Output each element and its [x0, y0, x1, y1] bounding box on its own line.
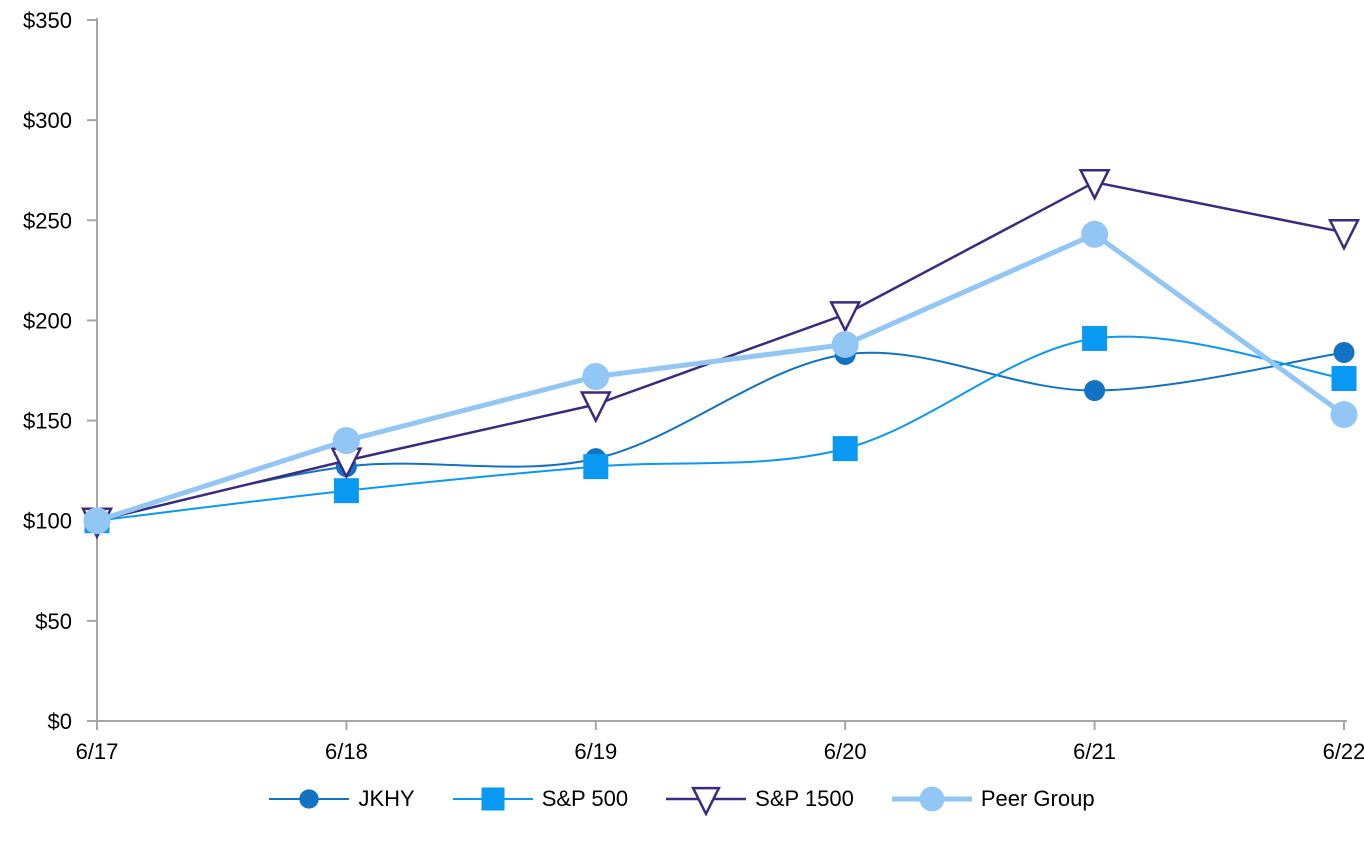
y-tick-label: $250 [23, 208, 72, 233]
series-jkhy [86, 341, 1355, 532]
chart-canvas: $0 $50 $100 $150 $200 $250 $300 $350 6/17 6/18 6/1… [23, 8, 1364, 764]
y-tick-label: $0 [48, 709, 72, 734]
circle-icon [919, 786, 945, 812]
x-tick-label: 6/21 [1073, 739, 1116, 764]
triangle-down-open-legend-icon [666, 786, 747, 816]
square-legend-icon [452, 787, 533, 811]
series-line-s-p-500 [96, 335, 1345, 522]
legend-label-s-p-500: S&P 500 [541, 786, 629, 811]
x-tick-label: 6/19 [574, 739, 617, 764]
series-s-p-1500 [80, 168, 1361, 540]
x-tick-label: 6/20 [824, 739, 867, 764]
series-line-s-p-1500 [95, 180, 1346, 522]
legend-item-s-p-1500: S&P 1500 [666, 782, 854, 816]
circle-legend-icon [891, 786, 972, 812]
chart-legend: JKHY S&P 500 S&P 1500 Peer Group [0, 782, 1364, 816]
y-tick-label: $350 [23, 8, 72, 33]
data-point-s-p-500 [583, 454, 609, 480]
y-tick-label: $100 [23, 509, 72, 534]
circle-icon [299, 789, 320, 809]
legend-item-jkhy: JKHY [269, 782, 415, 816]
data-point-peer-group [1081, 220, 1109, 248]
series-peer-group [83, 220, 1358, 535]
data-point-s-p-500 [333, 478, 359, 504]
legend-label-s-p-1500: S&P 1500 [755, 786, 854, 811]
y-tick-label: $50 [35, 609, 72, 634]
data-point-s-p-1500 [1327, 219, 1361, 252]
data-point-s-p-500 [1331, 366, 1357, 392]
data-point-peer-group [582, 363, 610, 391]
legend-label-jkhy: JKHY [358, 786, 415, 811]
legend-item-s-p-500: S&P 500 [452, 782, 629, 816]
triangle-down-icon [691, 786, 722, 816]
data-point-s-p-1500 [579, 391, 612, 424]
data-point-s-p-1500 [829, 301, 862, 334]
data-point-s-p-500 [1082, 325, 1108, 351]
data-point-jkhy [1333, 341, 1355, 363]
data-point-peer-group [332, 427, 360, 455]
data-point-s-p-1500 [1078, 168, 1111, 202]
data-point-peer-group [83, 507, 111, 535]
x-tick-label: 6/22 [1323, 739, 1364, 764]
data-point-s-p-500 [832, 436, 858, 462]
y-tick-label: $200 [23, 308, 72, 333]
data-point-peer-group [831, 330, 859, 358]
data-point-jkhy [1084, 380, 1106, 402]
y-tick-label: $300 [23, 108, 72, 133]
circle-legend-icon [269, 789, 350, 809]
legend-item-peer-group: Peer Group [891, 782, 1095, 816]
legend-label-peer-group: Peer Group [980, 786, 1095, 811]
y-tick-label: $150 [23, 409, 72, 434]
series-line-peer-group [94, 231, 1347, 524]
series-s-p-500 [84, 325, 1357, 534]
series-line-jkhy [96, 351, 1345, 522]
x-tick-label: 6/17 [76, 739, 119, 764]
x-tick-label: 6/18 [325, 739, 368, 764]
square-icon [481, 787, 505, 811]
data-point-peer-group [1330, 401, 1358, 429]
